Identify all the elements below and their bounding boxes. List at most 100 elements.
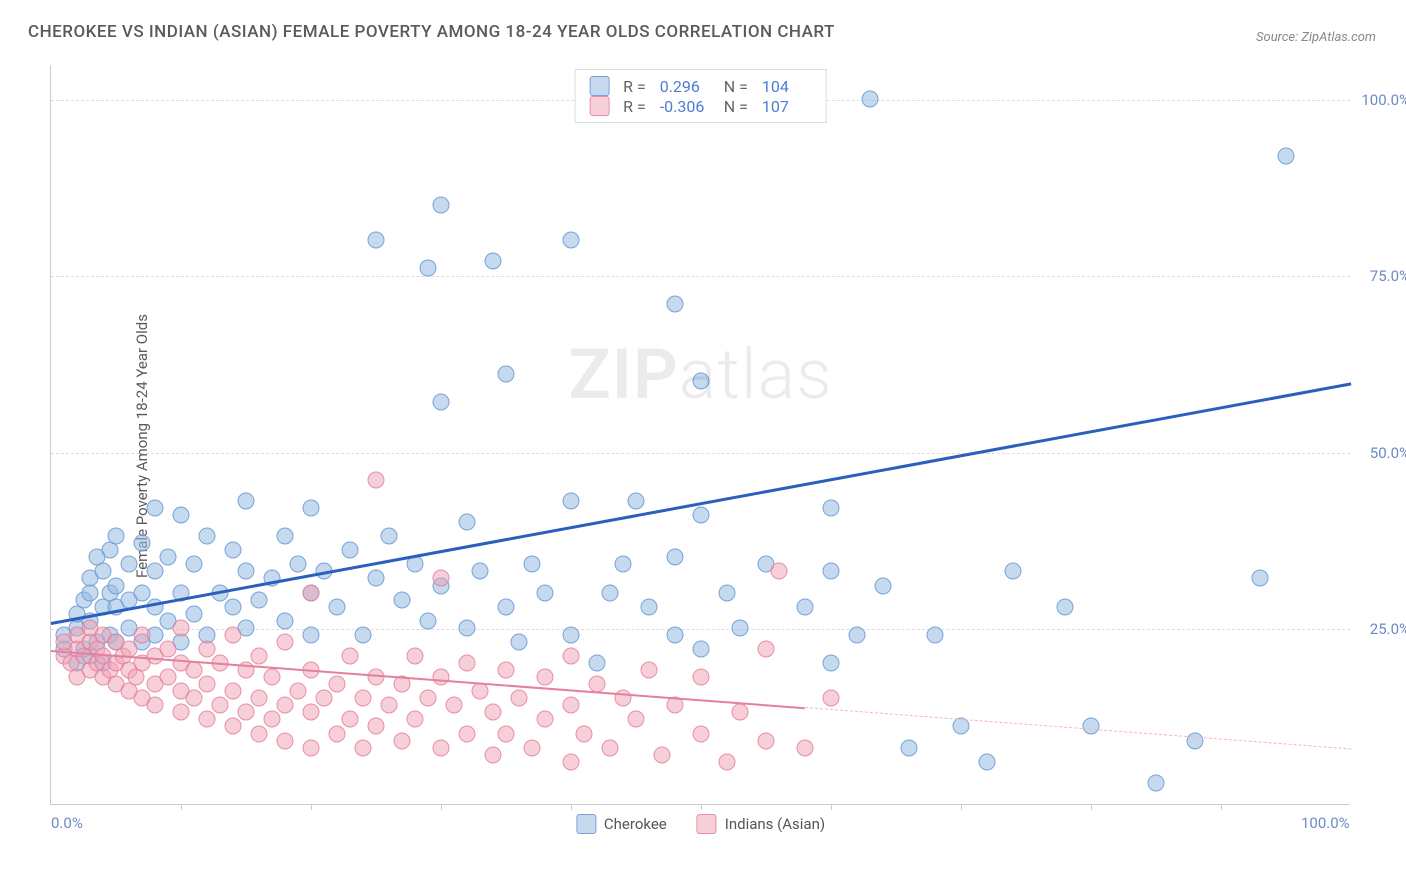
data-point (446, 697, 463, 714)
data-point (615, 556, 632, 573)
data-point (1187, 732, 1204, 749)
data-point (433, 394, 450, 411)
data-point (758, 732, 775, 749)
data-point (290, 556, 307, 573)
data-point (979, 753, 996, 770)
data-point (303, 626, 320, 643)
data-point (238, 704, 255, 721)
data-point (173, 619, 190, 636)
data-point (225, 683, 242, 700)
data-point (199, 711, 216, 728)
n-label: N = (724, 77, 748, 96)
r-value: -0.306 (660, 97, 710, 116)
data-point (95, 563, 112, 580)
data-point (420, 690, 437, 707)
data-point (693, 640, 710, 657)
data-point (485, 746, 502, 763)
data-point (693, 507, 710, 524)
data-point (134, 626, 151, 643)
chart-title: CHEROKEE VS INDIAN (ASIAN) FEMALE POVERT… (28, 22, 835, 42)
gridline (51, 276, 1350, 277)
data-point (563, 492, 580, 509)
data-point (251, 690, 268, 707)
data-point (797, 739, 814, 756)
x-tick-mark (961, 804, 962, 810)
data-point (849, 626, 866, 643)
data-point (1005, 563, 1022, 580)
data-point (459, 619, 476, 636)
data-point (823, 563, 840, 580)
data-point (147, 500, 164, 517)
data-point (277, 697, 294, 714)
data-point (251, 591, 268, 608)
data-point (524, 739, 541, 756)
scatter-chart: ZIPatlas R = 0.296 N = 104 R = -0.306 N … (50, 65, 1350, 805)
data-point (433, 669, 450, 686)
data-point (667, 549, 684, 566)
data-point (407, 648, 424, 665)
data-point (303, 739, 320, 756)
data-point (355, 626, 372, 643)
data-point (329, 676, 346, 693)
legend-row: R = -0.306 N = 107 (589, 96, 812, 116)
n-label: N = (724, 97, 748, 116)
x-tick-mark (831, 804, 832, 810)
data-point (563, 753, 580, 770)
gridline (51, 453, 1350, 454)
data-point (407, 711, 424, 728)
data-point (186, 690, 203, 707)
data-point (823, 655, 840, 672)
data-point (563, 626, 580, 643)
x-tick-mark (1091, 804, 1092, 810)
data-point (108, 577, 125, 594)
data-point (329, 725, 346, 742)
data-point (485, 704, 502, 721)
data-point (459, 514, 476, 531)
data-point (602, 584, 619, 601)
n-value: 107 (762, 97, 812, 116)
trend-line (805, 707, 1351, 749)
data-point (1148, 774, 1165, 791)
data-point (732, 619, 749, 636)
data-point (472, 683, 489, 700)
data-point (160, 669, 177, 686)
data-point (381, 697, 398, 714)
series-legend: Cherokee Indians (Asian) (576, 814, 825, 834)
swatch-indians (697, 814, 717, 834)
data-point (498, 598, 515, 615)
data-point (459, 655, 476, 672)
data-point (732, 704, 749, 721)
data-point (953, 718, 970, 735)
data-point (147, 697, 164, 714)
data-point (160, 640, 177, 657)
data-point (225, 598, 242, 615)
data-point (1252, 570, 1269, 587)
data-point (225, 626, 242, 643)
data-point (433, 196, 450, 213)
legend-row: R = 0.296 N = 104 (589, 76, 812, 96)
data-point (147, 563, 164, 580)
data-point (511, 633, 528, 650)
data-point (394, 732, 411, 749)
data-point (160, 549, 177, 566)
data-point (134, 584, 151, 601)
swatch-cherokee (576, 814, 596, 834)
data-point (173, 704, 190, 721)
data-point (693, 725, 710, 742)
data-point (186, 662, 203, 679)
data-point (537, 711, 554, 728)
data-point (667, 295, 684, 312)
legend-item: Indians (Asian) (697, 814, 825, 834)
data-point (472, 563, 489, 580)
legend-label: Cherokee (604, 815, 667, 833)
data-point (758, 640, 775, 657)
data-point (355, 690, 372, 707)
data-point (537, 669, 554, 686)
legend-item: Cherokee (576, 814, 667, 834)
data-point (1278, 147, 1295, 164)
data-point (901, 739, 918, 756)
data-point (251, 648, 268, 665)
data-point (1057, 598, 1074, 615)
data-point (927, 626, 944, 643)
data-point (628, 711, 645, 728)
